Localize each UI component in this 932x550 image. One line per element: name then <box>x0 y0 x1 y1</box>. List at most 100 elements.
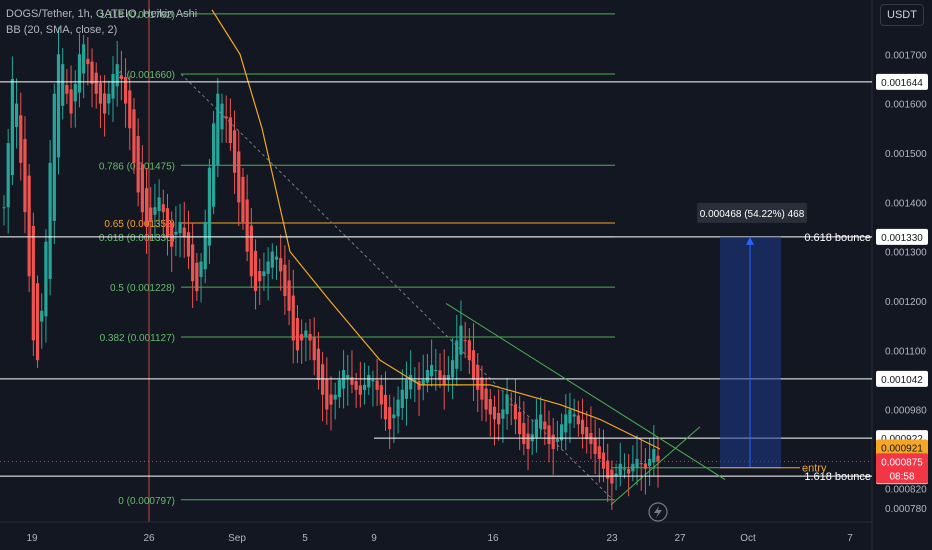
candle-body <box>371 379 375 382</box>
candle-body <box>425 370 430 383</box>
candle-body <box>153 207 157 215</box>
candle-body <box>56 54 61 158</box>
candle-body <box>442 375 446 385</box>
x-axis-tick: 19 <box>26 533 38 544</box>
candle-body <box>237 151 241 203</box>
fib-level-label: 0.618 (0.001330) <box>99 233 175 244</box>
candle-body <box>86 58 90 65</box>
x-axis-tick: Sep <box>228 533 246 544</box>
candle-body <box>220 103 224 130</box>
candle-body <box>593 438 597 454</box>
y-axis-tick: 0.000820 <box>885 484 927 495</box>
x-axis-tick: Oct <box>740 533 756 544</box>
candle-body <box>656 455 660 462</box>
candle-body <box>534 419 539 438</box>
y-axis-tick: 0.001300 <box>885 248 927 259</box>
candle-body <box>484 388 488 410</box>
candle-body <box>509 404 513 406</box>
candle-body <box>128 90 132 129</box>
candle-body <box>203 222 207 270</box>
candle-body <box>149 207 153 223</box>
sma-price-tag-bg <box>876 439 928 456</box>
candle-body <box>333 394 337 400</box>
candle-body <box>476 365 480 390</box>
candle-body <box>295 318 300 351</box>
x-axis-tick: 23 <box>606 533 618 544</box>
candle-body <box>555 439 559 442</box>
x-axis-tick: 7 <box>847 533 853 544</box>
candle-body <box>572 414 576 417</box>
y-axis-tick: 0.001400 <box>885 198 927 209</box>
candle-body <box>400 389 404 408</box>
level-price-tag: 0.001042 <box>881 375 923 386</box>
projection-arrowhead <box>746 236 754 245</box>
candle-body <box>627 469 631 474</box>
candle-body <box>421 379 425 386</box>
fib-level-label: 1 (0.001660) <box>118 70 175 81</box>
y-axis-tick: 0.001700 <box>885 50 927 61</box>
candle-body <box>287 280 291 311</box>
candle-body <box>191 244 195 282</box>
fib-level-label: 1.118 (0.001782) <box>100 10 175 21</box>
candle-body <box>375 380 379 390</box>
candle-body <box>212 123 216 207</box>
candle-body <box>358 385 362 395</box>
fib-level-label: 0.382 (0.001127) <box>100 333 175 344</box>
candle-body <box>144 188 149 227</box>
candle-body <box>492 406 497 420</box>
descending-trendline <box>445 303 726 480</box>
sma-line <box>211 9 661 450</box>
candle-body <box>115 64 119 87</box>
candle-body <box>14 103 19 128</box>
candle-body <box>61 64 65 106</box>
candle-body <box>44 241 48 317</box>
candle-body <box>547 425 551 445</box>
candle-body <box>253 250 258 292</box>
lightning-icon[interactable] <box>648 502 668 522</box>
candle-body <box>274 256 279 260</box>
level-note: 1.618 bounce <box>804 471 871 483</box>
candle-body <box>539 414 543 429</box>
candle-body <box>182 227 186 237</box>
candle-body <box>174 231 178 235</box>
entry-label: entry <box>802 463 827 475</box>
indicator-label: BB (20, SMA, close, 2) <box>6 24 118 36</box>
candle-body <box>551 434 555 449</box>
candle-body <box>446 374 450 380</box>
candle-body <box>367 374 371 388</box>
level-price-tag-bg <box>876 73 928 90</box>
y-axis-tick: 0.001600 <box>885 100 927 111</box>
candle-body <box>136 136 140 193</box>
candle-body <box>40 310 44 322</box>
candle-body <box>392 414 396 419</box>
candle-body <box>19 115 23 163</box>
candle-body <box>262 271 266 277</box>
candle-body <box>111 74 115 99</box>
candle-body <box>471 350 476 380</box>
candle-body <box>597 446 601 459</box>
y-axis-tick: 0.000780 <box>885 504 927 515</box>
candle-body <box>337 379 341 398</box>
candle-body <box>505 394 509 415</box>
candle-body <box>199 261 203 277</box>
candle-body <box>316 348 321 380</box>
candle-body <box>362 384 367 391</box>
candle-body <box>438 370 442 380</box>
candle-body <box>513 404 518 420</box>
candle-body <box>103 93 107 114</box>
candle-body <box>82 44 86 74</box>
candle-body <box>98 83 103 104</box>
candle-body <box>455 340 459 369</box>
candle-body <box>564 414 568 433</box>
candle-body <box>241 176 245 223</box>
candle-body <box>178 222 182 234</box>
candle-body <box>123 77 128 104</box>
countdown-timer: 08:58 <box>889 471 914 482</box>
candle-body <box>107 93 111 104</box>
currency-button[interactable]: USDT <box>880 4 924 26</box>
candle-body <box>497 413 501 425</box>
level-price-tag-bg <box>876 228 928 245</box>
candle-body <box>434 370 438 372</box>
